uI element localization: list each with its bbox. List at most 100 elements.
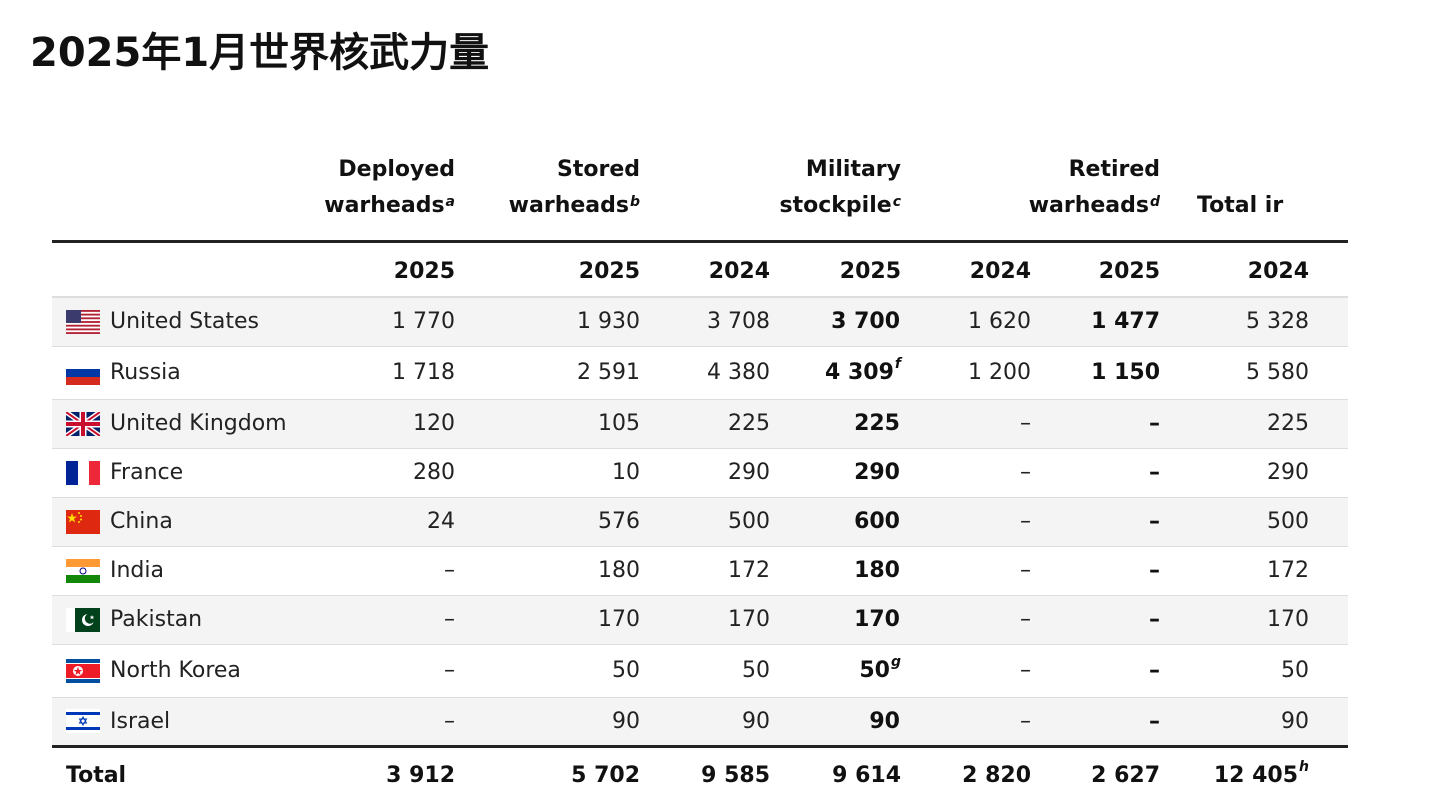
- stored-cell: 90: [474, 697, 659, 747]
- retired-2025-cell: –: [1050, 644, 1180, 698]
- total-inventory-2024-cell: 290: [1179, 448, 1329, 498]
- military-2024-cell: 170: [659, 595, 789, 645]
- table-row: Russia 1 718 2 591 4 380 4 309f 1 200 1 150 5 5…: [52, 346, 1348, 400]
- total-deployed: 3 912: [280, 744, 474, 794]
- retired-2025-cell: –: [1050, 399, 1180, 449]
- country-name: Pakistan: [110, 607, 203, 632]
- total-inventory-2024-cell: 172: [1179, 546, 1329, 596]
- military-2024-cell: 500: [659, 497, 789, 547]
- country-cell: Israel: [52, 697, 280, 747]
- retired-2025-cell: –: [1050, 595, 1180, 645]
- military-2025-cell: 290: [789, 448, 920, 498]
- total-retired-2025: 2 627: [1050, 744, 1180, 794]
- deployed-warheads-header: Deployed warheadsa: [324, 157, 455, 218]
- uk-flag-icon: [66, 411, 100, 436]
- retired-warheads-header: Retired warheadsd: [1028, 157, 1161, 218]
- year-header: 2025: [789, 240, 920, 298]
- total-inventory-2024: 12 405h: [1179, 744, 1329, 794]
- us-flag-icon: [66, 309, 100, 334]
- year-header: 2024: [659, 240, 789, 298]
- country-cell: Pakistan: [52, 595, 280, 645]
- military-2025-cell: 600: [789, 497, 920, 547]
- retired-2025-cell: 1 150: [1050, 346, 1180, 400]
- retired-2024-cell: –: [920, 399, 1050, 449]
- retired-2024-cell: –: [920, 644, 1050, 698]
- deployed-cell: 1 770: [280, 297, 474, 347]
- country-name: United Kingdom: [110, 411, 287, 436]
- military-2024-cell: 4 380: [659, 346, 789, 400]
- stored-cell: 1 930: [474, 297, 659, 347]
- russia-flag-icon: [66, 360, 100, 385]
- stored-cell: 576: [474, 497, 659, 547]
- total-inventory-2025-cell: [1328, 297, 1348, 347]
- country-name: Russia: [110, 360, 181, 385]
- country-name: North Korea: [110, 658, 241, 683]
- stored-cell: 2 591: [474, 346, 659, 400]
- retired-2025-cell: 1 477: [1050, 297, 1180, 347]
- year-header: 2025: [280, 240, 474, 298]
- year-header: 2025: [1050, 240, 1180, 298]
- country-cell: France: [52, 448, 280, 498]
- total-row: Total 3 912 5 702 9 585 9 614 2 820 2 62…: [52, 744, 1348, 794]
- military-stockpile-header: Military stockpilec: [779, 157, 901, 218]
- country-name: India: [110, 558, 164, 583]
- retired-2024-cell: –: [920, 546, 1050, 596]
- military-2025-cell: 90: [789, 697, 920, 747]
- deployed-cell: –: [280, 595, 474, 645]
- country-cell: United States: [52, 297, 280, 347]
- deployed-cell: –: [280, 644, 474, 698]
- total-inventory-2025-cell: [1328, 497, 1348, 547]
- military-2025-cell: 170: [789, 595, 920, 645]
- france-flag-icon: [66, 460, 100, 485]
- deployed-cell: 280: [280, 448, 474, 498]
- page-title: 2025年1月世界核武力量: [30, 30, 490, 76]
- retired-2024-cell: 1 620: [920, 297, 1050, 347]
- total-stored: 5 702: [474, 744, 659, 794]
- deployed-cell: 24: [280, 497, 474, 547]
- table-row: Pakistan –170 170 170– –170: [52, 595, 1348, 645]
- country-cell: India: [52, 546, 280, 596]
- israel-flag-icon: [66, 709, 100, 733]
- military-2024-cell: 50: [659, 644, 789, 698]
- total-inventory-2025-cell: [1328, 644, 1348, 698]
- china-flag-icon: [66, 509, 100, 534]
- total-inventory-2024-cell: 500: [1179, 497, 1329, 547]
- retired-2024-cell: –: [920, 497, 1050, 547]
- table-row: Israel –90 90 90– –90: [52, 697, 1348, 747]
- military-2025-cell: 180: [789, 546, 920, 596]
- total-inventory-2025-cell: [1328, 399, 1348, 449]
- country-header: [52, 130, 280, 242]
- total-retired-2024: 2 820: [920, 744, 1050, 794]
- military-2024-cell: 172: [659, 546, 789, 596]
- deployed-cell: 120: [280, 399, 474, 449]
- deployed-cell: 1 718: [280, 346, 474, 400]
- military-2025-cell: 50g: [789, 644, 920, 698]
- table-row: United Kingdom 120 105 225 225– –225: [52, 399, 1348, 449]
- stored-warheads-header: Stored warheadsb: [508, 157, 640, 218]
- country-name: Israel: [110, 708, 171, 734]
- table-row: China 24 576 500 600– –500: [52, 497, 1348, 547]
- retired-2025-cell: –: [1050, 697, 1180, 747]
- total-inventory-2025-cell: [1328, 595, 1348, 645]
- total-inventory-header: Total ir: [1197, 193, 1284, 218]
- retired-2025-cell: –: [1050, 448, 1180, 498]
- total-inventory-2024-cell: 50: [1179, 644, 1329, 698]
- year-header-row: 2025 2025 2024 2025 2024 2025 2024: [52, 240, 1348, 298]
- country-cell: China: [52, 497, 280, 547]
- stored-cell: 105: [474, 399, 659, 449]
- total-label: Total: [52, 744, 280, 794]
- year-header-blank: [52, 240, 280, 298]
- total-military-2024: 9 585: [659, 744, 789, 794]
- year-header-blank: [1328, 240, 1348, 298]
- country-cell: United Kingdom: [52, 399, 287, 449]
- country-cell: North Korea: [52, 644, 280, 698]
- military-2024-cell: 90: [659, 697, 789, 747]
- retired-2025-cell: –: [1050, 497, 1180, 547]
- stored-cell: 10: [474, 448, 659, 498]
- total-inventory-2025-cell: [1328, 346, 1348, 400]
- year-header: 2024: [920, 240, 1050, 298]
- north-korea-flag-icon: [66, 658, 100, 683]
- total-inventory-2024-cell: 5 328: [1179, 297, 1329, 347]
- total-inventory-2024-cell: 5 580: [1179, 346, 1329, 400]
- retired-2025-cell: –: [1050, 546, 1180, 596]
